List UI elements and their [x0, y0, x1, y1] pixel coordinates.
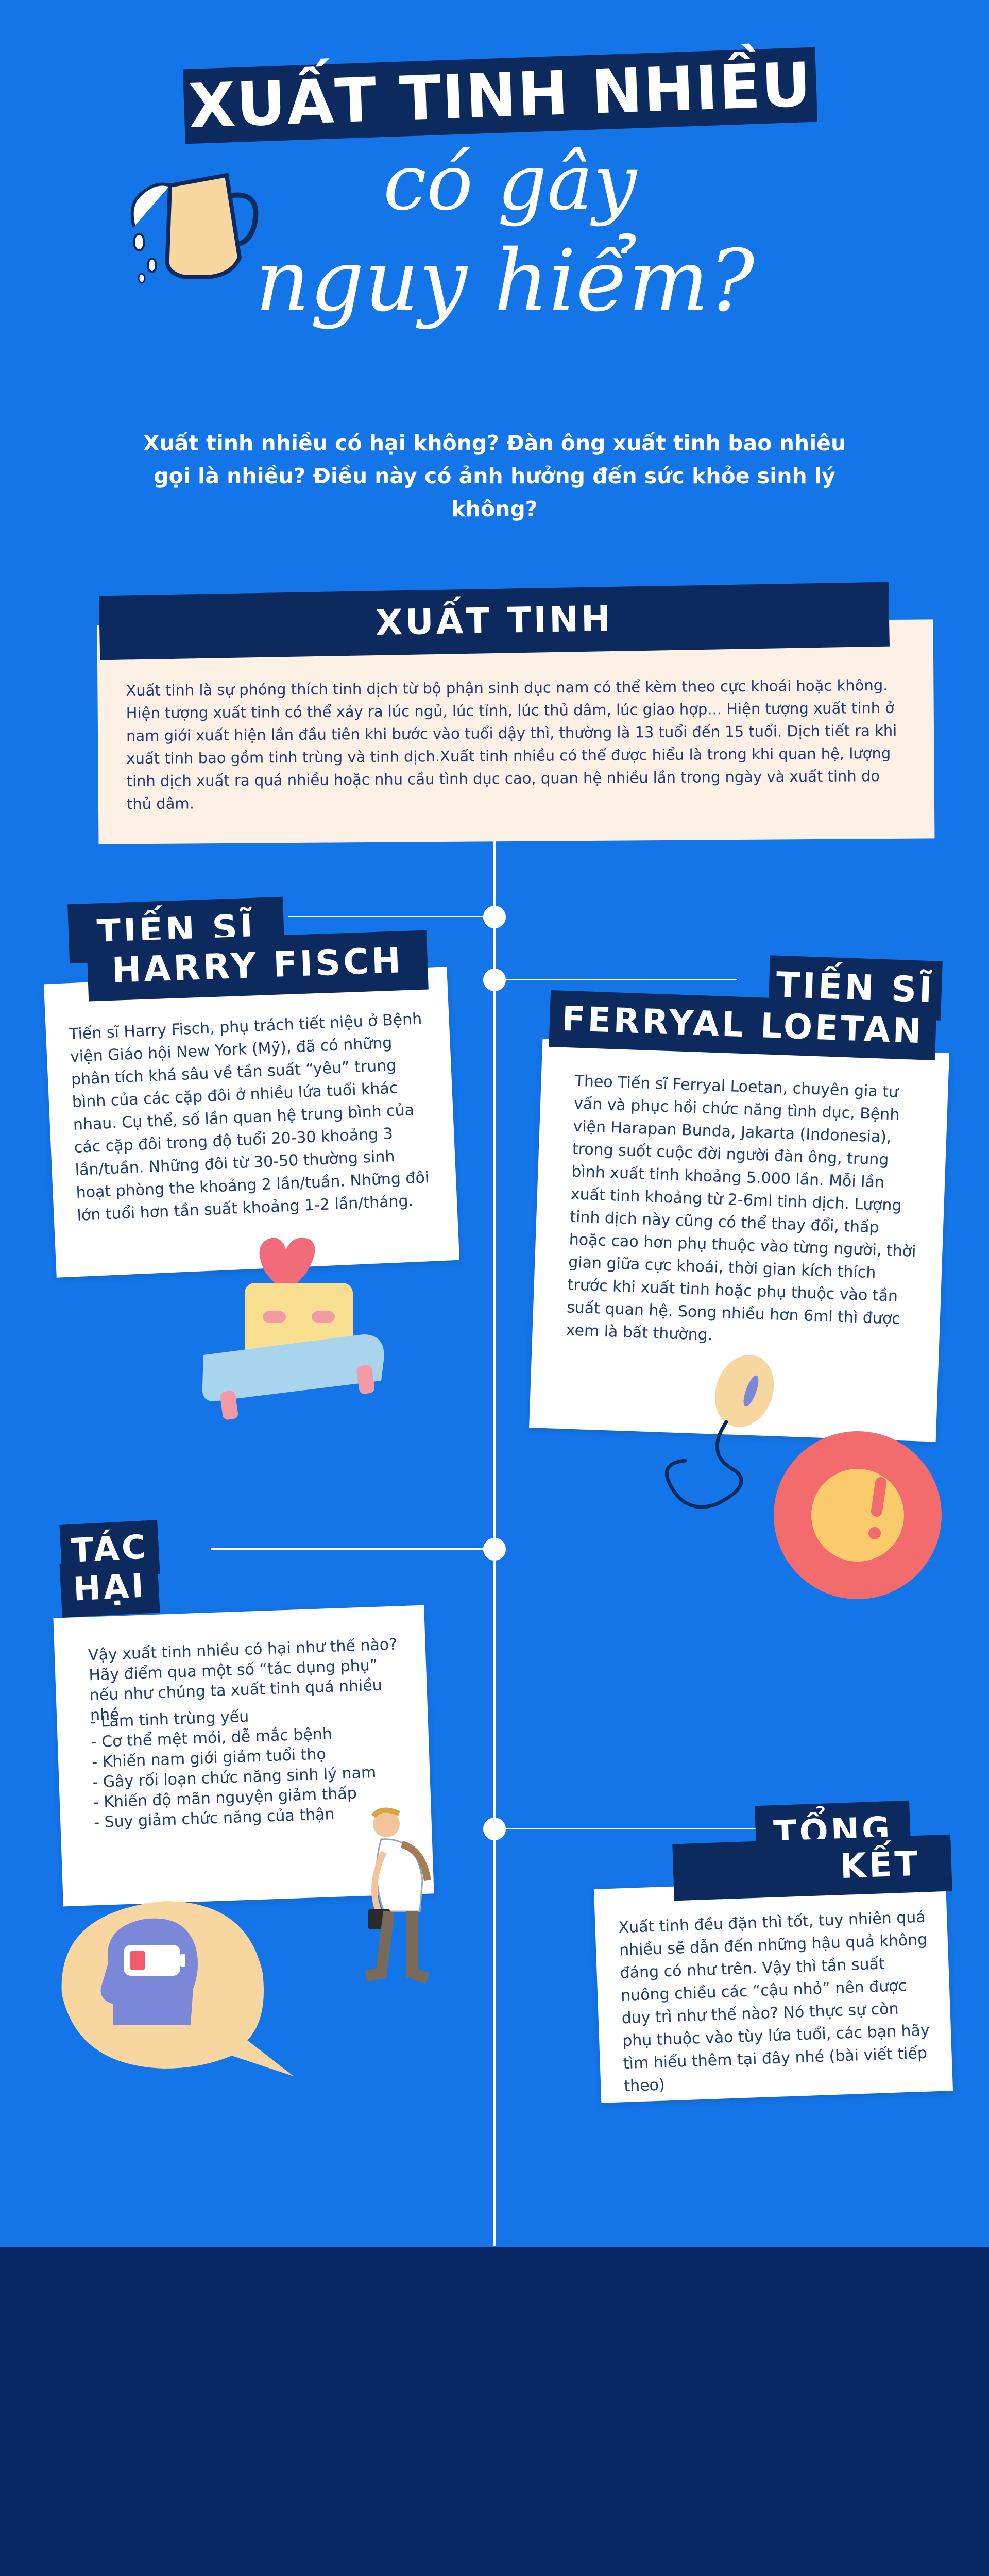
timeline-branch-tongket: [494, 1828, 762, 1829]
title-banner: XUẤT TINH NHIỀU: [182, 47, 818, 144]
page-title: XUẤT TINH NHIỀU: [187, 48, 813, 142]
subtitle: Xuất tinh nhiều có hại không? Đàn ông xu…: [113, 427, 876, 526]
ferryal-text: Theo Tiến sĩ Ferryal Loetan, chuyên gia …: [566, 1072, 917, 1345]
subtitle-line1: Xuất tinh nhiều có hại không? Đàn ông xu…: [143, 431, 846, 455]
xuat-tinh-heading-banner: XUẤT TINH: [99, 582, 890, 660]
tac-hai-heading-line2: HẠI: [72, 1567, 147, 1609]
harry-heading-banner-2: HARRY FISCH: [87, 930, 429, 1002]
battery-head-icon: [46, 1891, 304, 2087]
timeline-branch-tachai: [211, 1548, 494, 1550]
tired-man-icon: [350, 1803, 453, 2004]
footer-band: [0, 2247, 989, 2576]
harry-text: Tiến sĩ Harry Fisch, phụ trách tiết niệu…: [69, 1010, 430, 1225]
timeline-dot: [483, 906, 506, 928]
xuat-tinh-heading: XUẤT TINH: [375, 598, 613, 644]
tong-ket-heading-line2: KẾT: [839, 1843, 922, 1887]
sperm-icon: [649, 1350, 783, 1520]
timeline-branch-harry: [288, 916, 494, 917]
milk-jug-icon: [124, 155, 268, 289]
timeline-dot: [483, 1538, 506, 1561]
timeline-dot: [483, 1818, 506, 1840]
title-script-line3: nguy hiểm?: [255, 231, 755, 330]
timeline-dot: [483, 969, 506, 991]
title-script-line2: có gây: [383, 138, 637, 228]
tong-ket-card: Xuất tinh đều đặn thì tốt, tuy nhiên quá…: [593, 1877, 953, 2103]
heart-bed-icon: [193, 1211, 399, 1427]
egg-cell-icon: [774, 1431, 942, 1599]
subtitle-line2: gọi là nhiều? Điều này có ảnh hưởng đến …: [154, 464, 835, 521]
timeline-branch-ferryal: [494, 979, 737, 980]
xuat-tinh-text: Xuất tinh là sự phóng thích tinh dịch từ…: [126, 676, 897, 813]
harry-heading-line2: HARRY FISCH: [111, 940, 404, 991]
tong-ket-heading-banner-2: KẾT: [672, 1834, 952, 1901]
tac-hai-heading-banner-2: HẠI: [59, 1558, 160, 1618]
tong-ket-text: Xuất tinh đều đặn thì tốt, tuy nhiên quá…: [618, 1908, 930, 2096]
